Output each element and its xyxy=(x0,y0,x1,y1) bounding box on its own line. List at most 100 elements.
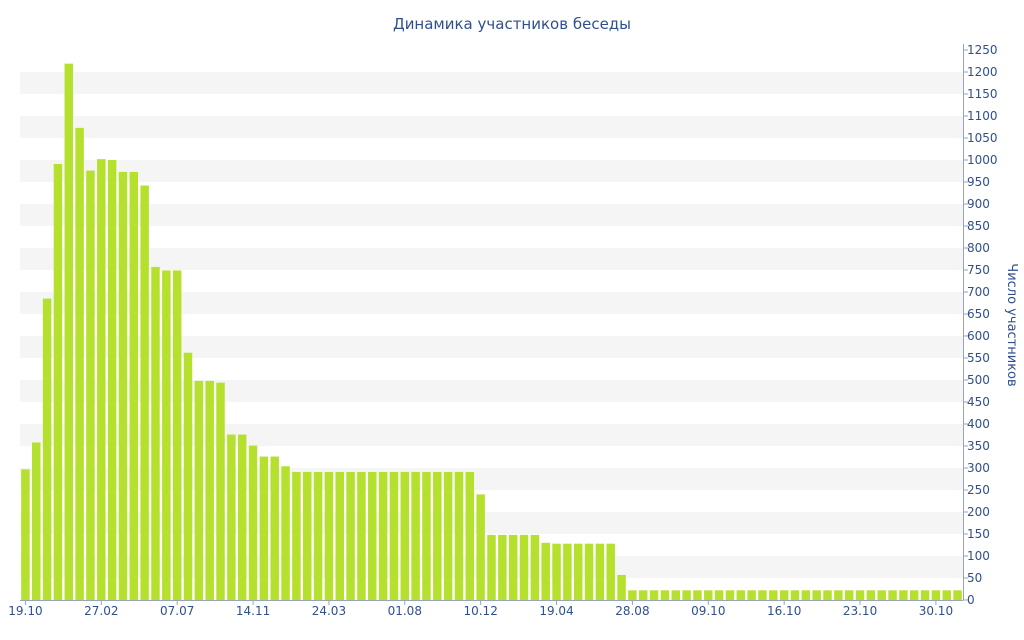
bar xyxy=(281,466,290,600)
bar xyxy=(747,590,756,600)
bar xyxy=(140,185,149,600)
x-tick-label: 30.10 xyxy=(919,604,953,618)
bar xyxy=(86,170,95,600)
x-tick-label: 23.10 xyxy=(843,604,877,618)
y-tick-label: 550 xyxy=(967,351,990,365)
bar xyxy=(378,471,388,600)
y-tick-label: 1050 xyxy=(967,131,998,145)
bar xyxy=(151,266,160,600)
bar xyxy=(129,171,139,600)
y-tick-label: 500 xyxy=(967,373,990,387)
grid-band xyxy=(20,512,963,534)
bar xyxy=(172,270,182,600)
bar xyxy=(584,543,594,600)
y-tick-label: 700 xyxy=(967,285,990,299)
bar xyxy=(270,456,279,600)
bars xyxy=(21,63,962,600)
y-tick-label: 450 xyxy=(967,395,990,409)
bar xyxy=(942,590,951,600)
x-tick-label: 19.10 xyxy=(8,604,42,618)
bar xyxy=(736,590,746,600)
y-tick-label: 650 xyxy=(967,307,990,321)
bar xyxy=(628,590,637,600)
grid-band xyxy=(20,204,963,226)
bar xyxy=(910,590,919,600)
bar xyxy=(812,590,821,600)
bar xyxy=(162,270,171,600)
y-tick-label: 300 xyxy=(967,461,990,475)
bar xyxy=(552,543,561,600)
y-tick-label: 400 xyxy=(967,417,990,431)
bar xyxy=(389,471,399,600)
grid-bands xyxy=(20,72,963,578)
bar xyxy=(433,471,442,600)
bar xyxy=(498,534,507,600)
bar xyxy=(639,590,648,600)
bar xyxy=(660,590,670,600)
y-tick-label: 250 xyxy=(967,483,990,497)
bar xyxy=(769,590,778,600)
y-tick-label: 1200 xyxy=(967,65,998,79)
bar xyxy=(237,434,247,600)
bar xyxy=(519,534,529,600)
grid-band xyxy=(20,292,963,314)
bar xyxy=(541,542,550,600)
bar xyxy=(790,590,800,600)
bar xyxy=(823,590,832,600)
bar xyxy=(866,590,876,600)
x-ticks: 19.10 27.02 07.07 14.11 24.03 01.08 10.12 19.04… xyxy=(8,600,953,618)
bar xyxy=(931,590,941,600)
y-tick-label: 900 xyxy=(967,197,990,211)
chart-title: Динамика участников беседы xyxy=(393,15,631,33)
y-tick-label: 1100 xyxy=(967,109,998,123)
bar xyxy=(693,590,702,600)
y-tick-label: 600 xyxy=(967,329,990,343)
y-tick-label: 1250 xyxy=(967,43,998,57)
x-tick-label: 19.04 xyxy=(539,604,573,618)
y-axis-label: Число участников xyxy=(1004,263,1019,386)
grid-band xyxy=(20,72,963,94)
bar xyxy=(400,471,410,600)
y-tick-label: 0 xyxy=(967,593,975,607)
bar xyxy=(292,471,301,600)
y-tick-label: 850 xyxy=(967,219,990,233)
bar xyxy=(844,590,854,600)
bar xyxy=(97,159,106,600)
bar xyxy=(346,471,355,600)
bar xyxy=(779,590,789,600)
x-tick-label: 10.12 xyxy=(463,604,497,618)
bar xyxy=(855,590,865,600)
bar xyxy=(801,590,811,600)
bar xyxy=(107,160,117,600)
bar xyxy=(530,534,540,600)
grid-band xyxy=(20,424,963,446)
bar xyxy=(303,471,312,600)
bar xyxy=(227,434,236,600)
bar xyxy=(834,590,843,600)
x-tick-label: 27.02 xyxy=(84,604,118,618)
bar xyxy=(118,171,128,600)
y-tick-label: 200 xyxy=(967,505,990,519)
bar xyxy=(335,471,344,600)
bar xyxy=(21,469,30,600)
x-tick-label: 01.08 xyxy=(388,604,422,618)
bar xyxy=(75,127,84,600)
bar xyxy=(877,590,886,600)
bar xyxy=(725,590,735,600)
x-tick-label: 09.10 xyxy=(691,604,725,618)
bar xyxy=(758,590,767,600)
bar xyxy=(53,163,63,600)
grid-band xyxy=(20,468,963,490)
bar xyxy=(465,471,475,600)
bar xyxy=(194,380,204,600)
bar xyxy=(64,63,73,600)
bar xyxy=(32,442,41,600)
bar xyxy=(443,471,453,600)
bar xyxy=(573,543,583,600)
bar xyxy=(248,445,258,600)
y-tick-label: 150 xyxy=(967,527,990,541)
x-tick-label: 14.11 xyxy=(236,604,270,618)
bar xyxy=(617,574,626,600)
bar xyxy=(454,471,464,600)
